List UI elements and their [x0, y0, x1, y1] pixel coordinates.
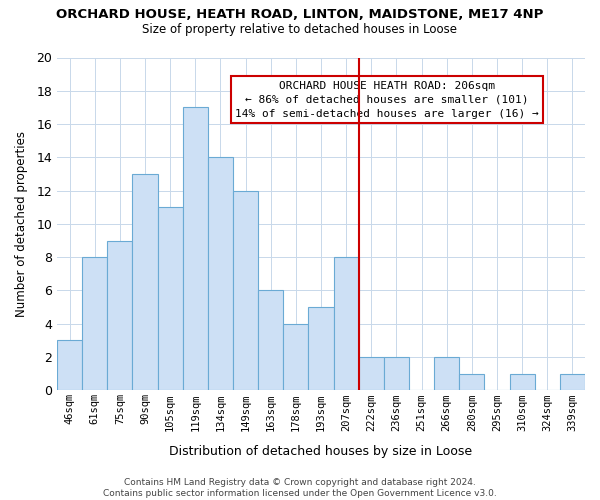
Text: Size of property relative to detached houses in Loose: Size of property relative to detached ho… [143, 22, 458, 36]
Bar [233, 190, 258, 390]
Bar [359, 357, 384, 390]
Text: ORCHARD HOUSE HEATH ROAD: 206sqm
← 86% of detached houses are smaller (101)
14% : ORCHARD HOUSE HEATH ROAD: 206sqm ← 86% o… [235, 81, 539, 119]
Bar [158, 208, 183, 390]
Bar [560, 374, 585, 390]
Bar [183, 108, 208, 391]
Bar [384, 357, 409, 390]
Bar [308, 307, 334, 390]
Bar [82, 257, 107, 390]
Bar [283, 324, 308, 390]
Bar [509, 374, 535, 390]
Bar [460, 374, 484, 390]
Bar [208, 158, 233, 390]
Text: ORCHARD HOUSE, HEATH ROAD, LINTON, MAIDSTONE, ME17 4NP: ORCHARD HOUSE, HEATH ROAD, LINTON, MAIDS… [56, 8, 544, 20]
Bar [334, 257, 359, 390]
X-axis label: Distribution of detached houses by size in Loose: Distribution of detached houses by size … [169, 444, 473, 458]
Bar [133, 174, 158, 390]
Text: Contains HM Land Registry data © Crown copyright and database right 2024.
Contai: Contains HM Land Registry data © Crown c… [103, 478, 497, 498]
Bar [434, 357, 460, 390]
Bar [258, 290, 283, 390]
Bar [57, 340, 82, 390]
Y-axis label: Number of detached properties: Number of detached properties [15, 131, 28, 317]
Bar [107, 240, 133, 390]
